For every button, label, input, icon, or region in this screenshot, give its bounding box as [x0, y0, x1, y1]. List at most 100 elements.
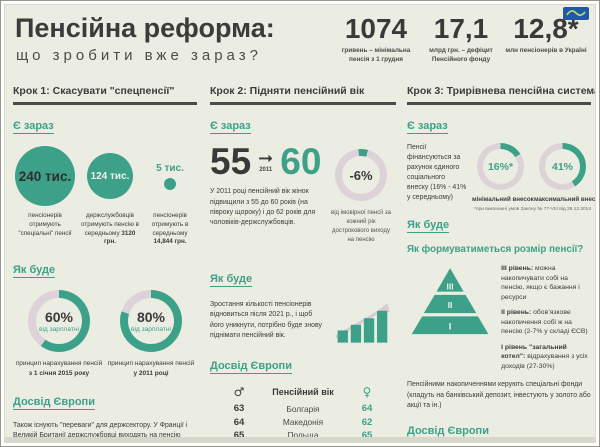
stat-fund-deficit: 17,1 млрд грн. – дефіцит Пенсійного фонд… [420, 15, 502, 65]
bubble-value: 5 тис. [156, 162, 184, 174]
early-exit-penalty: -6% від імовірної пенсії за кожний рік д… [328, 149, 394, 245]
level-2-text: II рівень: обов’язкове накопичення собі … [501, 308, 591, 337]
bubble-circle: 124 тис. [87, 153, 133, 199]
bubble-circle: 240 тис. [15, 146, 75, 206]
now-label: Є зараз [407, 120, 448, 134]
bubble-chart: 240 тис. 124 тис. 5 тис. [13, 145, 197, 207]
now-text: Пенсії фінансуються за рахунок єдиного с… [407, 144, 467, 201]
donut-caption: мінімальний внесок [472, 196, 534, 203]
infographic-canvas: Пенсійна реформа: що зробити вже зараз? … [4, 4, 596, 443]
step2-column: Крок 2: Підняти пенсійний вік Є зараз 55… [210, 85, 396, 443]
stat-label: гривень – мінімальна пенсія з 1 грудня [341, 47, 411, 63]
level-bold: II рівень: [501, 309, 532, 317]
donut-value: 41% [551, 160, 573, 173]
pyramid-diagram: III II I [411, 268, 489, 335]
pension-levels-block: III II I III рівень: можна накопичувати … [407, 263, 591, 371]
donut-max-contribution: 41% максимальний внесок [534, 143, 596, 203]
caption-text: держслужбовців отримують пенсію в середн… [80, 212, 140, 237]
caption-text: пенсіонерів отримують в середньому [151, 212, 189, 237]
table-row: 64 Румунія 59 [224, 442, 382, 443]
country: Польща [287, 430, 319, 441]
age-to: 60 [280, 141, 322, 182]
page-title: Пенсійна реформа: [15, 13, 275, 43]
divider-bar [13, 102, 197, 105]
level-bold: I рівень "загальний котел": [501, 343, 567, 361]
donut-80: 80% від зарплатні принцип нарахування пе… [107, 290, 195, 378]
step2-title: Крок 2: Підняти пенсійний вік [210, 85, 365, 97]
will-text: Зростання кількості пенсіонерів відновит… [210, 301, 322, 340]
country: Болгарія [286, 403, 320, 414]
table-row: 63 Болгарія 64 [224, 402, 382, 415]
female-age: 64 [361, 403, 373, 415]
male-age: 63 [233, 403, 245, 415]
level-desc: можна накопичувати собі на пенсію, якщо … [501, 265, 580, 301]
accrual-donuts: 60% від зарплатні принцип нарахування пе… [13, 290, 197, 378]
pension-size-question: Як формуватиметься розмір пенсії? [407, 244, 584, 255]
funds-text: Пенсійними накопиченнями керують спеціал… [407, 381, 591, 409]
donut-ring: -6% [335, 149, 387, 201]
divider-bar [407, 102, 591, 105]
donut-ring: 41% [539, 143, 586, 190]
donut-caption: принцип нарахування пенсій з 1 січня 2015… [15, 359, 103, 378]
stat-value: 1074 [344, 13, 408, 44]
level-2-label: II [448, 300, 453, 310]
europe-text: Також існують "переваги" для держсектору… [13, 422, 188, 440]
level-bold: III рівень: [501, 265, 534, 272]
brand-squiggle-icon [566, 10, 586, 16]
caption-text: пенсіонерів отримують "спеціальні" пенсі… [18, 212, 72, 237]
level-1-text: I рівень "загальний котел": відрахування… [501, 343, 591, 372]
page-subtitle: що зробити вже зараз? [16, 47, 262, 64]
table-title: Пенсійний вік [272, 387, 334, 397]
bubble-dot [163, 177, 176, 190]
bubble-caption: пенсіонерів отримують в середньому 14,84… [143, 212, 197, 247]
donut-caption: від імовірної пенсії за кожний рік достр… [331, 210, 391, 243]
male-age: 64 [233, 416, 245, 428]
now-label: Є зараз [210, 120, 251, 134]
donut-value: -6% [349, 167, 373, 183]
age-from: 55 [210, 141, 252, 182]
levels-legend: III рівень: можна накопичувати собі на п… [501, 264, 591, 371]
donut-caption: принцип нарахування пенсій у 2011 році [107, 359, 195, 378]
bubble-124: 124 тис. [79, 153, 141, 199]
age-year: 2011 [259, 167, 273, 174]
level-desc: відрахування з усіх доходів (27-30%) [501, 353, 588, 370]
step1-column: Крок 1: Скасувати "спецпенсії" Є зараз 2… [13, 85, 197, 442]
will-label: Як буде [13, 264, 56, 279]
age-change: 55 ➞ 2011 60 [210, 141, 396, 182]
donut-min-contribution: 16%* мінімальний внесок [472, 143, 534, 203]
caption-bold: з 1 січня 2015 року [28, 369, 90, 377]
arrow-right-icon: ➞ [258, 148, 274, 169]
now-label: Є зараз [13, 120, 54, 134]
donut-60: 60% від зарплатні принцип нарахування пе… [15, 290, 103, 378]
bubble-caption: пенсіонерів отримують "спеціальні" пенсі… [13, 212, 77, 247]
donut-value: 16%* [487, 160, 514, 173]
now-text: У 2011 році пенсійний вік жінок підвищил… [210, 188, 316, 227]
growth-chart-icon [334, 303, 391, 343]
bubble-caption: держслужбовців отримують пенсію в середн… [79, 212, 141, 247]
law-footnote: *при виконанні умов Закону № 77-VIII від… [474, 207, 591, 212]
country: Македонія [282, 417, 324, 428]
bubble-5: 5 тис. [143, 163, 197, 190]
will-label: Як буде [210, 273, 253, 287]
caption-text: принцип нарахування пенсій [15, 360, 103, 368]
will-block: Зростання кількості пенсіонерів відновит… [210, 298, 396, 344]
female-icon: ♀ [362, 385, 372, 399]
step3-column: Крок 3: Трирівнева пенсійна система Є за… [407, 85, 596, 442]
caption-bold: 3120 грн. [103, 229, 136, 246]
retirement-age-block: 55 ➞ 2011 60 У 2011 році пенсійний вік ж… [210, 141, 396, 263]
donut-ring: 16%* [477, 143, 524, 190]
caption-bold: у 2011 році [133, 369, 169, 377]
table-header: ♂ Пенсійний вік ♀ [224, 385, 382, 399]
level-3-text: III рівень: можна накопичувати собі на п… [501, 264, 591, 302]
donut-ring: 80% від зарплатні [120, 290, 182, 353]
donut-caption: максимальний внесок [534, 196, 596, 203]
bubble-240: 240 тис. [13, 146, 77, 206]
stat-pensioners-count: 12,8* млн пенсіонерів в Україні [505, 15, 587, 65]
donut-sub: від зарплатні [130, 325, 172, 333]
donut-ring: 60% від зарплатні [28, 290, 90, 353]
male-icon: ♂ [233, 385, 245, 399]
table-row: 65 Польща 65 [224, 429, 382, 442]
level-desc: обов’язкове накопичення собі ж на пенсію… [501, 309, 588, 336]
donut-sub: від зарплатні [38, 325, 80, 333]
